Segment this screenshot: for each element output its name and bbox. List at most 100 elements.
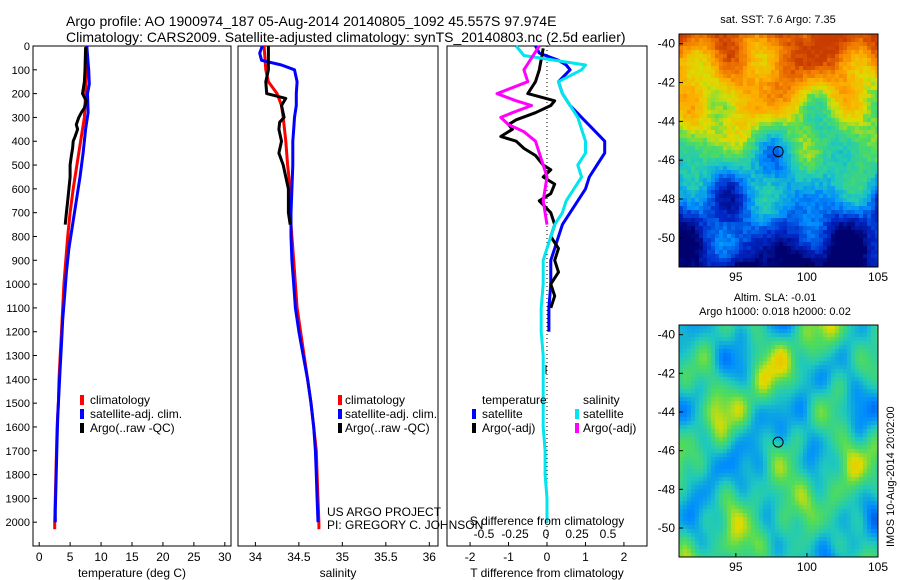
depth-tick-label: 1000 (6, 279, 30, 291)
t-difference-tick-label: -1 (503, 550, 514, 564)
salinity-tick-label: 35 (336, 550, 350, 564)
series-line-satellite-adj-clim- (258, 45, 320, 523)
difference-series (495, 45, 607, 523)
depth-tick-label: 1800 (6, 470, 30, 482)
depth-tick-label: 700 (12, 208, 30, 220)
depth-tick-label: 400 (12, 136, 30, 148)
legend-swatch-satellite-clim (80, 409, 84, 419)
depth-tick-label: 800 (12, 231, 30, 243)
longitude-tick-label: 95 (729, 270, 743, 284)
latitude-tick-label: -50 (658, 521, 676, 535)
legend-label-climatology: climatology (90, 393, 150, 407)
depth-tick-label: 600 (12, 184, 30, 196)
depth-tick-label: 1700 (6, 446, 30, 458)
temperature-tick-label: 20 (156, 550, 170, 564)
legend-label-satellite-clim: satellite-adj. clim. (90, 407, 182, 421)
temperature-axis-ticks: 0 5 10 15 20 25 30 (36, 542, 232, 564)
legend-label-s-argo: Argo(-adj) (583, 421, 636, 435)
depth-tick-label: 0 (24, 41, 30, 53)
temperature-tick-label: 10 (94, 550, 108, 564)
argo-location-marker (772, 436, 784, 448)
s-difference-axis-label: S difference from climatology (470, 514, 625, 528)
salinity-panel: 34 34.5 35 35.5 36 salinity climatology sate… (237, 45, 483, 580)
legend-swatch-s-satellite (575, 409, 579, 419)
sst-heatmap (679, 34, 878, 267)
series-line-satellite (534, 45, 607, 332)
difference-legend: temperature salinity satellite Argo(-adj… (472, 393, 636, 435)
figure-title-line2: Climatology: CARS2009. Satellite-adjuste… (66, 29, 626, 45)
depth-tick-label: 1400 (6, 374, 30, 386)
salinity-axis-ticks: 34 34.5 35 35.5 36 (249, 542, 436, 564)
figure-title-line1: Argo profile: AO 1900974_187 05-Aug-2014… (66, 13, 556, 29)
sst-map-ticks: 95 100 105 -40 -42 -44 -46 -48 -50 (658, 37, 889, 284)
longitude-tick-label: 105 (868, 270, 888, 284)
temperature-tick-label: 30 (218, 550, 232, 564)
legend-label-t-argo: Argo(-adj) (482, 421, 535, 435)
sla-heatmap (679, 325, 878, 557)
s-difference-axis-ticks: -0.5 -0.25 0 0.25 0.5 (474, 527, 617, 541)
legend-label-argo: Argo(..raw -QC) (345, 421, 430, 435)
longitude-tick-label: 100 (797, 560, 817, 574)
depth-tick-label: 1200 (6, 327, 30, 339)
series-line-argo-raw-qc- (63, 47, 88, 225)
project-label: US ARGO PROJECT (327, 505, 442, 519)
latitude-tick-label: -50 (658, 231, 676, 245)
temperature-tick-label: 15 (125, 550, 139, 564)
temperature-tick-label: 5 (67, 550, 74, 564)
salinity-series (258, 45, 321, 530)
longitude-tick-label: 100 (797, 270, 817, 284)
depth-tick-label: 1500 (6, 398, 30, 410)
imos-timestamp-label: IMOS 10-Aug-2014 20:02:00 (885, 406, 897, 547)
legend-label-s-satellite: satellite (583, 407, 624, 421)
sla-map-ticks: 95 100 105 -40 -42 -44 -46 -48 -50 (658, 328, 889, 574)
series-line-climatology (53, 46, 88, 530)
depth-axis-ticks: 0 100 200 300 400 500 600 700 800 900 1000 1100 1200… (6, 41, 37, 529)
s-difference-tick-label: 0 (543, 527, 550, 541)
s-difference-tick-label: 0.25 (565, 527, 589, 541)
t-difference-tick-label: 0 (544, 550, 551, 564)
legend-swatch-s-argo (575, 423, 579, 433)
legend-swatch-argo (338, 423, 342, 433)
sla-map-frame (678, 324, 879, 558)
series-line-argo-raw-qc- (264, 46, 292, 225)
sst-map-title: sat. SST: 7.6 Argo: 7.35 (720, 14, 836, 26)
legend-title-salinity: salinity (583, 393, 620, 407)
salinity-tick-label: 34 (249, 550, 263, 564)
t-difference-axis-ticks: -2 -1 0 1 2 (465, 542, 628, 564)
argo-location-marker (772, 146, 784, 158)
temperature-legend: climatology satellite-adj. clim. Argo(..… (80, 393, 182, 435)
legend-label-argo: Argo(..raw -QC) (90, 421, 175, 435)
temperature-tick-label: 0 (36, 550, 43, 564)
depth-tick-label: 300 (12, 112, 30, 124)
sst-map-frame (678, 33, 879, 268)
series-line-climatology (262, 45, 321, 530)
salinity-axis-label: salinity (320, 566, 357, 580)
latitude-tick-label: -42 (658, 76, 676, 90)
legend-swatch-climatology (338, 395, 342, 405)
temperature-panel: 0100200300400500600700800900100011001200… (6, 41, 232, 580)
latitude-tick-label: -44 (658, 114, 676, 128)
difference-panel: -2 -1 0 1 2 -0.5 -0.25 0 0.25 0.5 S difference f… (446, 45, 648, 580)
sla-map-panel: Altim. SLA: -0.01 Argo h1000: 0.018 h200… (658, 292, 889, 574)
longitude-tick-label: 95 (729, 560, 743, 574)
s-difference-tick-label: -0.25 (501, 527, 529, 541)
longitude-tick-label: 105 (868, 560, 888, 574)
series-line-satellite-adj-clim- (53, 45, 91, 523)
legend-swatch-climatology (80, 395, 84, 405)
latitude-tick-label: -42 (658, 366, 676, 380)
depth-tick-label: 200 (12, 89, 30, 101)
latitude-tick-label: -46 (658, 153, 676, 167)
legend-label-climatology: climatology (345, 393, 405, 407)
salinity-tick-label: 34.5 (287, 550, 311, 564)
legend-swatch-t-satellite (472, 409, 476, 419)
legend-swatch-satellite-clim (338, 409, 342, 419)
latitude-tick-label: -46 (658, 444, 676, 458)
temperature-series (53, 45, 91, 530)
latitude-tick-label: -40 (658, 37, 676, 51)
series-line-argo-adj- (495, 45, 549, 225)
t-difference-axis-label: T difference from climatology (470, 566, 624, 580)
sst-map-panel: sat. SST: 7.6 Argo: 7.35 95 100 105 -40 -42 -… (658, 14, 889, 284)
temperature-axis-label: temperature (deg C) (78, 566, 186, 580)
depth-tick-label: 2000 (6, 517, 30, 529)
